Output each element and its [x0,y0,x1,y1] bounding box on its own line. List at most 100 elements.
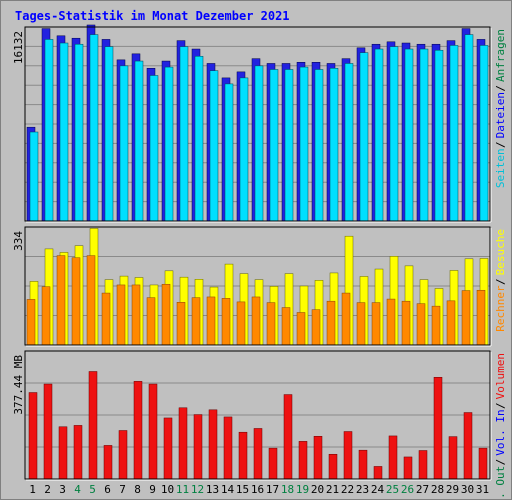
legend-besuche: Besuche [494,229,507,275]
x-tick-label: 12 [191,483,204,496]
bar-volumen [133,381,143,480]
bar-volumen [28,392,38,480]
bar-rechner [356,302,366,346]
bar-rechner [416,303,426,346]
x-tick-label: 9 [149,483,156,496]
bar-rechner [401,300,411,346]
bar-rechner [431,305,441,346]
bar-rechner [176,302,186,346]
bar-volumen [103,445,113,480]
bar-dateien [404,48,414,222]
bar-volumen [208,409,218,480]
bar-volumen [58,426,68,480]
bar-volumen [118,430,128,480]
bar-volumen [73,425,83,480]
x-tick-label: 21 [326,483,339,496]
bar-rechner [191,297,201,346]
bar-volumen [148,383,158,480]
bar-dateien [164,66,174,222]
chart-title: Tages-Statistik im Monat Dezember 2021 [15,9,290,23]
bar-volumen [433,377,443,480]
bar-dateien [389,46,399,222]
bar-dateien [299,66,309,222]
bar-volumen [313,436,323,480]
bar-rechner [281,307,291,346]
bar-rechner [296,312,306,346]
bar-volumen [298,441,308,480]
bar-dateien [434,49,444,222]
bar-volumen [43,383,53,480]
bar-dateien [104,46,114,222]
bar-rechner [116,284,126,346]
bar-dateien [134,60,144,222]
x-tick-label: 5 [89,483,96,496]
legend-vol-in: Vol. In [494,409,507,455]
x-tick-label: 30 [461,483,474,496]
x-tick-label: 4 [74,483,81,496]
x-tick-label: 2 [44,483,51,496]
x-tick-label: 3 [59,483,66,496]
panel-volume-ymax-label: 377.44 MB [12,355,25,415]
bar-volumen [88,371,98,480]
bar-volumen [238,431,248,480]
legend-separator: / [494,85,507,92]
bar-volumen [343,431,353,480]
legend-volumen: Volumen [494,353,507,399]
bar-dateien [374,48,384,222]
bar-dateien [194,55,204,222]
bar-rechner [161,283,171,346]
bar-rechner [236,301,246,346]
bar-rechner [461,290,471,346]
bar-volumen [418,450,428,480]
x-tick-label: 16 [251,483,264,496]
x-tick-label: 6 [104,483,111,496]
legend-rechner: Rechner [494,285,507,332]
legend-vol-out: Vol. Out [494,466,507,499]
bar-rechner [86,255,96,346]
legend-separator: / [494,141,507,148]
x-tick-label: 14 [221,483,235,496]
x-tick-label: 23 [356,483,369,496]
bar-dateien [239,77,249,222]
bar-dateien [59,42,69,222]
bar-dateien [29,131,39,222]
bar-rechner [386,298,396,346]
bar-rechner [206,296,216,346]
bar-volumen [388,435,398,480]
bar-volumen [223,416,233,480]
bar-volumen [178,407,188,480]
x-tick-label: 7 [119,483,126,496]
x-tick-label: 17 [266,483,279,496]
bar-rechner [326,300,336,346]
bar-dateien [179,46,189,222]
bar-dateien [449,45,459,222]
panel-hits-border [24,26,491,222]
bar-volumen [463,412,473,480]
bar-rechner [131,284,141,346]
bar-dateien [209,70,219,222]
x-tick-label: 11 [176,483,189,496]
bar-volumen [358,449,368,480]
bar-volumen [283,394,293,480]
bar-dateien [254,65,264,222]
legend-separator: / [494,278,507,285]
x-tick-label: 1 [29,483,36,496]
legend-anfragen: Anfragen [494,29,507,82]
legend-separator: / [494,402,507,409]
bar-dateien [479,45,489,222]
bar-rechner [371,302,381,346]
x-tick-label: 19 [296,483,309,496]
x-tick-label: 25 [386,483,399,496]
bar-volumen [403,456,413,480]
bar-rechner [101,292,111,346]
bar-dateien [269,69,279,222]
x-tick-label: 10 [161,483,174,496]
bar-rechner [446,300,456,346]
bar-rechner [71,257,81,346]
bar-volumen [253,428,263,480]
bar-rechner [41,286,51,346]
x-tick-label: 24 [371,483,385,496]
x-tick-label: 31 [476,483,489,496]
bar-dateien [44,39,54,222]
